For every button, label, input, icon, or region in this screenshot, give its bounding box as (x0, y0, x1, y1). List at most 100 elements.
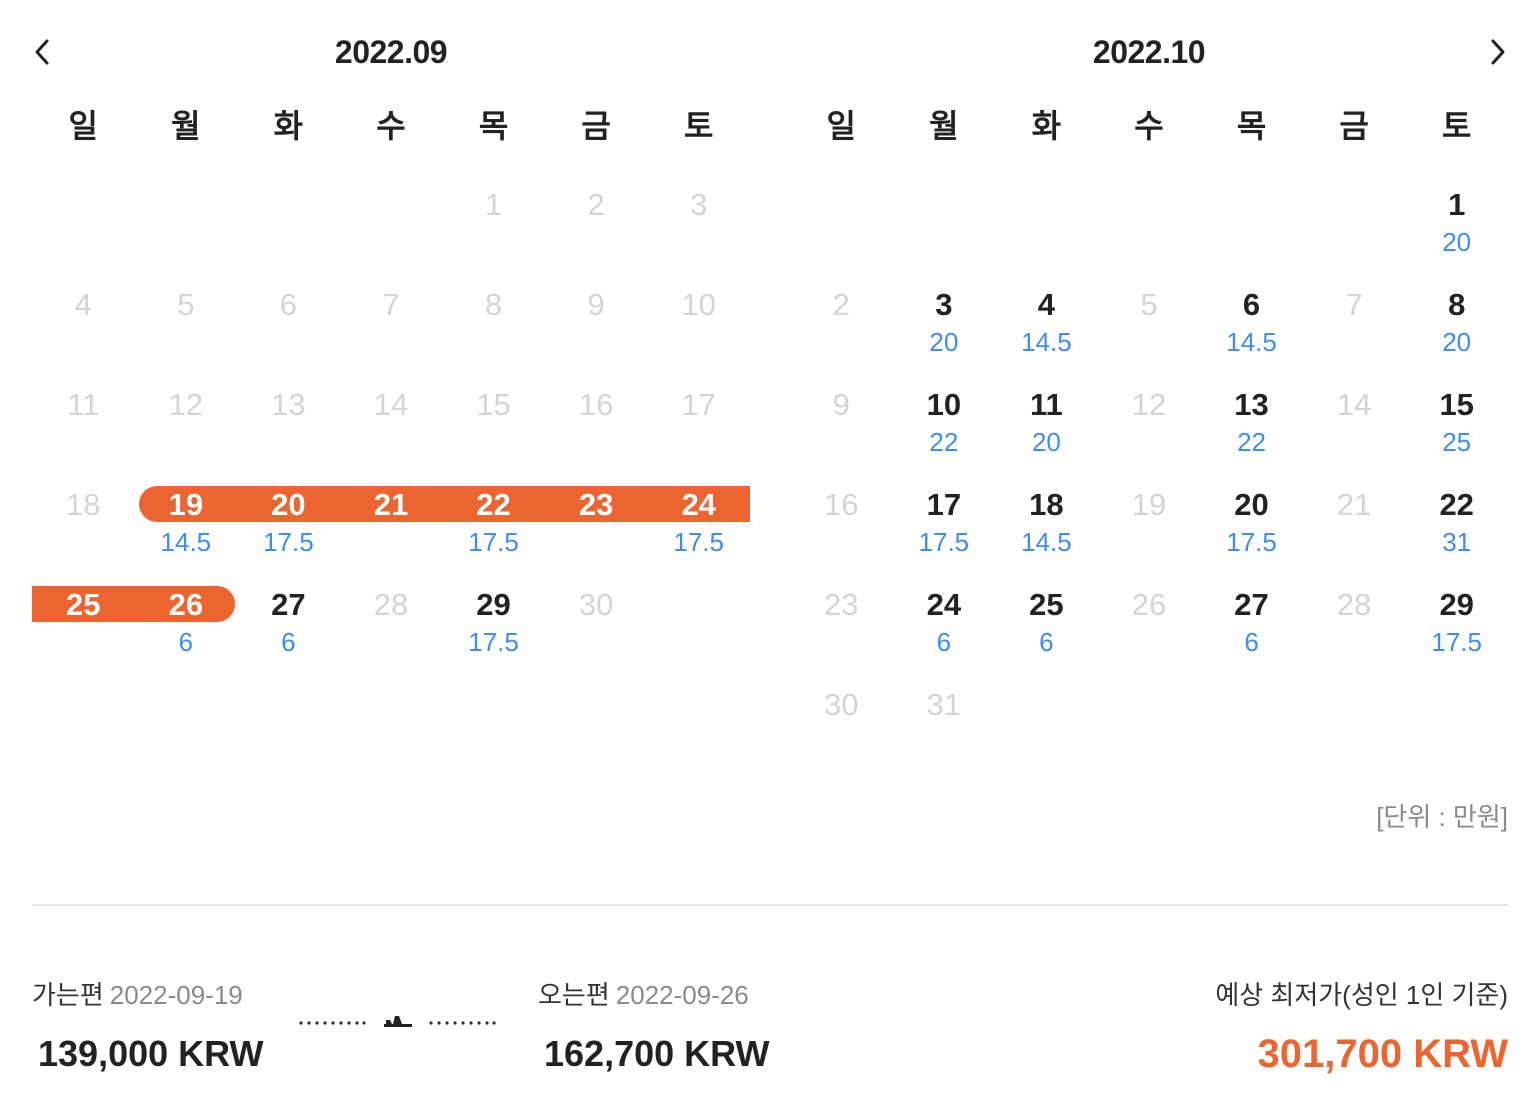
calendar-day-cell: 12 (135, 370, 238, 470)
calendar-day-cell[interactable]: 25 (32, 570, 135, 670)
calendar-day-cell: 23 (790, 570, 893, 670)
day-number: 4 (1037, 287, 1056, 322)
day-price: 17.5 (918, 527, 970, 557)
day-number: 27 (1234, 587, 1269, 622)
calendar-day-cell[interactable]: 22 17.5 (442, 470, 545, 570)
calendar-day-cell: 16 (790, 470, 893, 570)
calendar-day-cell[interactable]: 21 (340, 470, 443, 570)
chevron-right-icon (1491, 39, 1505, 65)
calendar-day-cell: 12 (1098, 370, 1201, 470)
chevron-left-icon (35, 39, 49, 65)
calendar-day-cell[interactable]: 25 6 (995, 570, 1098, 670)
day-number: 2 (832, 287, 850, 322)
day-number: 22 (476, 487, 511, 522)
total-price-label: 예상 최저가(성인 1인 기준) (1215, 980, 1508, 1010)
calendar-day-cell[interactable]: 26 6 (135, 570, 238, 670)
day-number: 1 (484, 187, 503, 222)
weekday-label: 금 (581, 108, 611, 144)
day-number: 9 (832, 387, 850, 422)
calendar-day-cell: 17 (647, 370, 750, 470)
calendar-day-cell[interactable]: 29 17.5 (1405, 570, 1508, 670)
day-number: 2 (587, 187, 605, 222)
inbound-label: 오는편 2022-09-26 (538, 978, 749, 1012)
calendar-day-cell[interactable]: 3 20 (893, 270, 996, 370)
weekday-label: 수 (1134, 108, 1164, 144)
day-number: 12 (1131, 387, 1167, 422)
calendar-day-cell[interactable]: 27 6 (237, 570, 340, 670)
day-number: 5 (177, 287, 195, 322)
calendar-day-cell[interactable]: 23 (545, 470, 648, 570)
calendar-day-cell[interactable]: 22 31 (1405, 470, 1508, 570)
day-number: 13 (271, 387, 306, 422)
calendar-day-cell[interactable]: 10 22 (893, 370, 996, 470)
calendar-day-cell[interactable]: 19 14.5 (135, 470, 238, 570)
day-number: 13 (1234, 387, 1269, 422)
weekday-label: 월 (929, 108, 959, 144)
day-number: 31 (926, 687, 962, 722)
day-number: 14 (1336, 387, 1372, 422)
day-number: 1 (1448, 187, 1466, 222)
inbound-date: 2022-09-26 (615, 980, 749, 1010)
day-grid: 1 2 3 4 5 6 7 8 9 10 11 12 13 14 15 16 17 18 19 14.5 20 17.5 2… (32, 170, 750, 770)
day-number: 19 (168, 487, 204, 522)
day-number: 24 (926, 587, 962, 622)
calendar-day-cell: 30 (545, 570, 648, 670)
day-number: 10 (926, 387, 962, 422)
month-title: 2022.10 (1092, 34, 1206, 70)
divider (32, 904, 1508, 906)
calendar-day-cell[interactable]: 13 22 (1200, 370, 1303, 470)
calendar-day-cell: 4 (32, 270, 135, 370)
day-price: 17.5 (263, 527, 314, 557)
calendar-day-cell[interactable]: 18 14.5 (995, 470, 1098, 570)
calendar-day-cell: 13 (237, 370, 340, 470)
day-price: 22 (929, 427, 959, 457)
calendar-day-cell: 30 (790, 670, 893, 770)
calendar-day-cell[interactable]: 24 17.5 (647, 470, 750, 570)
selected-range-bar (138, 486, 750, 522)
calendar-day-cell[interactable]: 8 20 (1405, 270, 1508, 370)
airplane-icon (384, 1016, 412, 1027)
day-price: 25 (1442, 427, 1472, 457)
calendar-day-cell[interactable]: 1 20 (1405, 170, 1508, 270)
day-price: 14.5 (1021, 327, 1072, 357)
unit-note: [단위 : 만원] (1376, 802, 1508, 832)
calendar-day-cell[interactable]: 20 17.5 (237, 470, 340, 570)
inbound-label-text: 오는편 (538, 980, 610, 1010)
day-number: 3 (690, 187, 708, 222)
calendar-day-cell: 10 (647, 270, 750, 370)
weekday-label: 토 (683, 108, 714, 144)
day-price: 20 (1442, 327, 1472, 357)
day-number: 16 (824, 487, 859, 522)
prev-month-button[interactable] (28, 34, 58, 70)
calendar-day-cell: 18 (32, 470, 135, 570)
next-month-button[interactable] (1482, 34, 1512, 70)
calendar-day-cell[interactable]: 24 6 (893, 570, 996, 670)
calendar-day-cell[interactable]: 11 20 (995, 370, 1098, 470)
calendar-day-cell: 28 (340, 570, 443, 670)
calendar-day-cell: 9 (790, 370, 893, 470)
day-number: 21 (1336, 487, 1372, 522)
calendar-day-cell[interactable]: 29 17.5 (442, 570, 545, 670)
calendar-day-cell[interactable]: 27 6 (1200, 570, 1303, 670)
day-price: 31 (1442, 527, 1472, 557)
calendar-day-cell[interactable]: 4 14.5 (995, 270, 1098, 370)
calendar-day-cell[interactable]: 15 25 (1405, 370, 1508, 470)
day-price: 20 (1442, 227, 1472, 257)
calendar-day-cell[interactable]: 17 17.5 (893, 470, 996, 570)
day-number: 26 (168, 587, 204, 622)
day-number: 29 (1439, 587, 1474, 622)
calendar-day-cell[interactable]: 6 14.5 (1200, 270, 1303, 370)
day-number: 30 (578, 587, 614, 622)
day-number: 26 (1131, 587, 1167, 622)
calendar-day-cell[interactable]: 20 17.5 (1200, 470, 1303, 570)
day-number: 24 (681, 487, 716, 522)
day-number: 25 (1029, 587, 1064, 622)
weekday-label: 화 (273, 108, 304, 144)
day-price: 14.5 (1226, 327, 1277, 357)
day-number: 3 (935, 287, 953, 322)
day-number: 8 (484, 287, 503, 322)
day-price: 20 (1031, 427, 1061, 457)
